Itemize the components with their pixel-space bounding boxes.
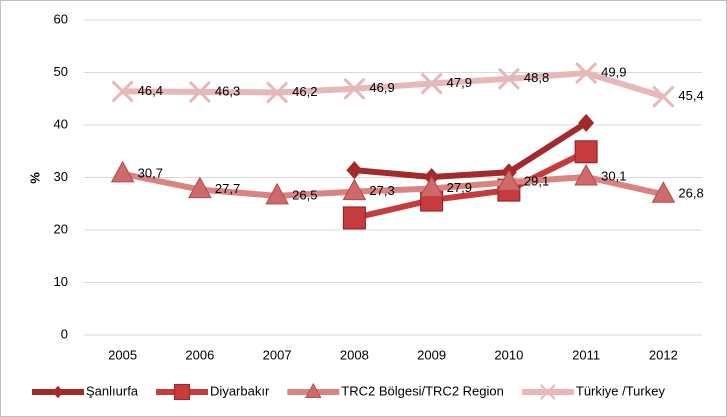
series-line [122,70,665,100]
series-line [354,120,588,180]
data-label: 47,9 [447,75,472,90]
marker [342,206,366,230]
data-label: 27,7 [215,181,240,196]
x-tick-label: 2010 [494,347,523,362]
marker [265,182,289,205]
data-label: 49,9 [601,64,626,79]
marker [497,169,521,191]
y-tick-label: 40 [54,116,68,131]
data-label: 48,8 [524,70,549,85]
y-tick-label: 30 [54,169,68,184]
series-line [353,149,588,221]
series-line [122,170,665,199]
data-label: 46,2 [292,84,317,99]
marker [578,113,595,132]
data-label: 46,3 [215,83,240,98]
y-tick-label: 10 [54,274,68,289]
data-label: 46,9 [369,80,394,95]
marker [305,382,322,398]
y-tick-label: 0 [61,326,68,341]
data-label: 30,7 [138,165,163,180]
y-tick-label: 60 [54,11,68,26]
x-tick-label: 2009 [417,347,446,362]
marker [540,384,556,400]
x-tick-label: 2008 [340,347,369,362]
legend-label: Türkiye /Turkey [576,383,666,398]
marker [651,181,676,203]
x-tick-label: 2011 [572,347,600,362]
marker [188,80,211,103]
data-label: 45,4 [678,88,703,103]
marker [497,67,520,90]
marker [652,85,675,108]
marker [574,140,598,164]
marker [346,161,363,180]
data-label: 46,4 [138,83,163,98]
marker [188,176,212,199]
marker [110,160,135,183]
x-tick-label: 2007 [263,347,292,362]
marker [266,81,289,104]
marker [111,80,134,103]
data-label: 26,5 [292,187,317,202]
y-axis-label: % [27,172,42,184]
marker [420,72,443,95]
legend-label: Diyarbakır [210,383,270,398]
data-label: 30,1 [601,168,626,183]
data-label: 27,9 [447,180,472,195]
marker [419,175,444,198]
legend-label: Şanlıurfa [86,383,139,398]
data-label: 26,8 [678,186,703,201]
marker [343,77,366,100]
y-tick-label: 50 [54,64,68,79]
marker [574,163,598,186]
marker [342,178,367,201]
marker [575,61,598,85]
legend-label: TRC2 Bölgesi/TRC2 Region [341,383,504,398]
data-label: 29,1 [524,174,549,189]
y-tick-label: 20 [54,221,68,236]
x-tick-label: 2006 [185,347,214,362]
x-tick-label: 2012 [649,347,678,362]
marker [173,383,191,401]
x-tick-label: 2005 [108,347,137,362]
data-label: 27,3 [369,183,394,198]
